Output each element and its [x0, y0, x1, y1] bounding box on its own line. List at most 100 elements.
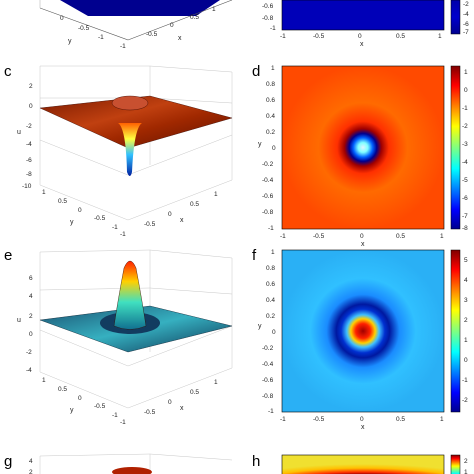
peak-e	[113, 260, 147, 330]
colorbar-tick: -2	[463, 1, 469, 8]
panel-label-c: c	[4, 63, 12, 80]
colorbar-tick: -2	[462, 123, 468, 130]
axis-label-y: y	[68, 38, 72, 45]
colorbar-tick: -2	[462, 397, 468, 404]
y-tick: 0.4	[266, 297, 275, 304]
tick-label: 0	[358, 33, 362, 40]
y-tick: -0.8	[262, 393, 274, 400]
panel-label-g: g	[4, 453, 12, 470]
tick-label: -1	[98, 34, 104, 41]
colorbar-tick: -8	[462, 225, 468, 232]
y-tick: -1	[112, 412, 118, 419]
x-axis-label-d: x	[361, 241, 365, 248]
y-tick: -0.4	[262, 177, 274, 184]
x-tick: 0	[360, 233, 364, 240]
x-tick: 0.5	[190, 201, 199, 208]
heatmap-top-right	[281, 0, 445, 31]
x-tick: 0.5	[396, 416, 405, 423]
colorbar-h	[450, 454, 461, 474]
z-tick: -10	[22, 183, 32, 190]
colorbar-tick: 1	[464, 337, 468, 344]
z-tick: -6	[26, 157, 32, 164]
y-tick: 1	[271, 65, 275, 72]
spike-c	[118, 123, 142, 176]
z-tick: 2	[29, 83, 33, 90]
y-tick: -0.2	[262, 161, 274, 168]
z-axis-label-c: u	[17, 129, 21, 136]
y-tick: 0.2	[266, 129, 275, 136]
heatmap-d	[281, 65, 445, 230]
panel-c: c u 2 0 -2 -4 -6 -8 -10 1 0.5 0 -0.5 -1 …	[4, 63, 233, 238]
colorbar-tick: 1	[464, 69, 468, 76]
colorbar-tick: -7	[462, 213, 468, 220]
z-tick: 0	[29, 103, 33, 110]
tick-label: 0	[60, 15, 64, 22]
z-tick: 4	[29, 293, 33, 300]
x-axis-label-c: x	[180, 217, 184, 224]
x-tick: 0.5	[396, 233, 405, 240]
tick-label: 0.5	[190, 14, 199, 21]
y-tick: -0.6	[262, 193, 274, 200]
x-tick: -0.5	[313, 233, 325, 240]
colorbar-tick: -4	[463, 11, 469, 18]
panel-top-left: -1 -0.5 0 0.5 1 0 -0.5 -1 y x	[39, 0, 233, 50]
colorbar-tick: 0	[464, 87, 468, 94]
y-tick: 0.2	[266, 313, 275, 320]
z-tick: -8	[26, 171, 32, 178]
colorbar-tick: 2	[464, 458, 468, 465]
y-axis-label-f: y	[258, 323, 262, 330]
y-tick: 0	[272, 145, 276, 152]
colorbar-tick: 0	[464, 357, 468, 364]
tick-label: -0.6	[262, 3, 274, 10]
y-tick: 0.6	[266, 281, 275, 288]
y-tick: -0.8	[262, 209, 274, 216]
y-tick: 1	[271, 249, 275, 256]
tick-label: -0.5	[146, 31, 158, 38]
x-tick: -1	[280, 416, 286, 423]
z-tick: -4	[26, 141, 32, 148]
x-tick: -1	[120, 231, 126, 238]
panel-label-f: f	[252, 247, 257, 264]
y-tick: 0	[78, 395, 82, 402]
y-tick: 0.6	[266, 97, 275, 104]
x-tick: -1	[120, 419, 126, 426]
panel-top-right: -0.6 -0.8 -1 -1 -0.5 0 0.5 1 x -2 -4 -6 …	[262, 0, 469, 48]
axes-box-e	[39, 249, 233, 409]
y-tick: 0.4	[266, 113, 275, 120]
tick-label: -0.5	[78, 25, 90, 32]
x-tick: 0.5	[190, 389, 199, 396]
y-tick: 1	[42, 189, 46, 196]
z-tick: 2	[29, 469, 33, 474]
tick-label: 1	[212, 6, 216, 13]
colorbar-d	[450, 65, 461, 230]
panel-h: h 2 1	[252, 453, 468, 474]
heatmap-h	[281, 454, 445, 474]
z-tick: -2	[26, 349, 32, 356]
panel-label-d: d	[252, 63, 260, 80]
y-axis-label-d: y	[258, 141, 262, 148]
colorbar-tick: -7	[463, 29, 469, 36]
tick-label: 0	[170, 22, 174, 29]
tick-label: -1	[280, 33, 286, 40]
surface-g	[112, 467, 152, 474]
x-tick: 1	[440, 233, 444, 240]
colorbar-tick: 1	[464, 469, 468, 474]
x-tick: -0.5	[144, 409, 156, 416]
tick-label: -0.8	[262, 15, 274, 22]
colorbar-tick: 2	[464, 317, 468, 324]
tick-label: -1	[120, 43, 126, 50]
panel-g: g 4 2	[4, 453, 233, 474]
colorbar-tick: -6	[462, 195, 468, 202]
y-tick: 0.5	[58, 386, 67, 393]
y-tick: -1	[268, 225, 274, 232]
x-axis-label-f: x	[361, 424, 365, 431]
tick-label: -0.5	[313, 33, 325, 40]
y-tick: 0	[78, 207, 82, 214]
x-tick: -0.5	[313, 416, 325, 423]
tick-label: -1	[270, 25, 276, 32]
colorbar-top-right	[450, 0, 461, 35]
y-tick: -0.2	[262, 345, 274, 352]
surface-top-left	[60, 0, 220, 16]
